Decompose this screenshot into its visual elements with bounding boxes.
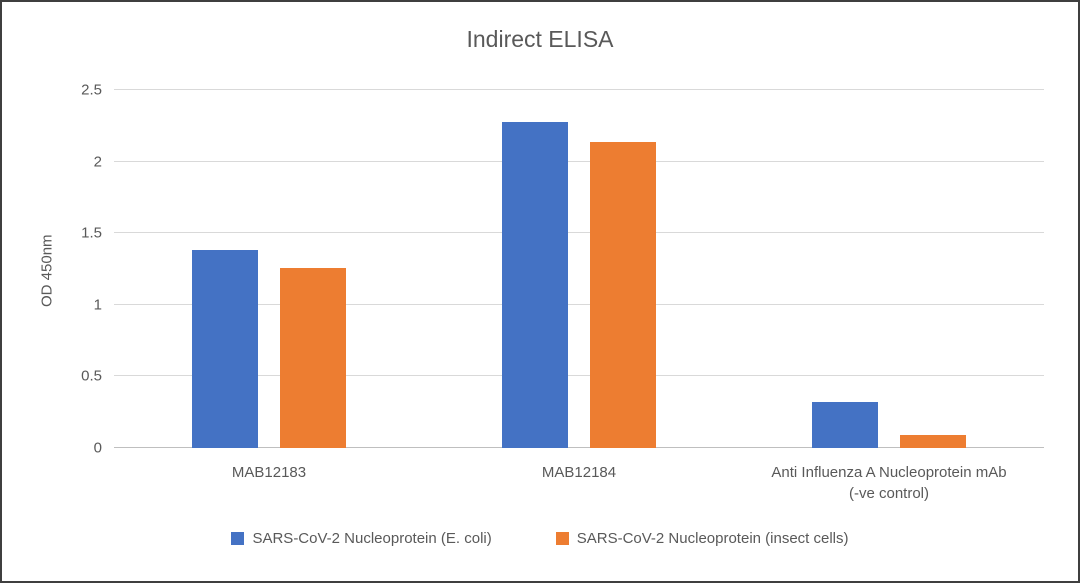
y-tick-label: 0.5 — [81, 367, 102, 385]
y-tick-label: 2.5 — [81, 81, 102, 99]
y-tick-label: 0 — [93, 439, 102, 457]
chart-title: Indirect ELISA — [466, 26, 614, 52]
bar-group — [114, 90, 424, 448]
legend-item: SARS-CoV-2 Nucleoprotein (insect cells) — [555, 530, 849, 547]
gridline — [114, 160, 1044, 162]
y-tick-label: 2 — [93, 153, 102, 171]
bar — [900, 435, 966, 448]
gridline — [114, 303, 1044, 305]
y-axis-label: OD 450nm — [38, 234, 56, 308]
gridline — [114, 375, 1044, 377]
legend-label: SARS-CoV-2 Nucleoprotein (E. coli) — [252, 530, 492, 547]
bar — [280, 267, 346, 448]
bar-group — [734, 90, 1044, 448]
legend-swatch-icon — [555, 532, 569, 545]
category-axis: MAB12183 MAB12184 Anti Influenza A Nucleop… — [114, 462, 1044, 504]
category-label: Anti Influenza A Nucleoprotein mAb (-ve … — [771, 464, 1007, 502]
bar-groups — [114, 90, 1044, 448]
category-label: MAB12183 — [231, 464, 307, 481]
bar — [192, 250, 258, 448]
category-label: MAB12184 — [541, 464, 617, 481]
legend-swatch-icon — [231, 532, 245, 545]
legend: SARS-CoV-2 Nucleoprotein (E. coli) SARS-C… — [2, 530, 1078, 547]
bar — [812, 402, 878, 448]
gridline — [114, 447, 1044, 448]
legend-label: SARS-CoV-2 Nucleoprotein (insect cells) — [576, 530, 849, 547]
y-tick-label: 1.5 — [81, 224, 102, 242]
y-tick-label: 1 — [93, 296, 102, 314]
bar — [590, 141, 656, 448]
gridline — [114, 89, 1044, 90]
gridline — [114, 232, 1044, 234]
bar — [502, 121, 568, 448]
legend-item: SARS-CoV-2 Nucleoprotein (E. coli) — [231, 530, 492, 547]
plot-area: 0 0.5 1 1.5 2 2.5 — [81, 82, 1044, 457]
bar-group — [424, 90, 734, 448]
